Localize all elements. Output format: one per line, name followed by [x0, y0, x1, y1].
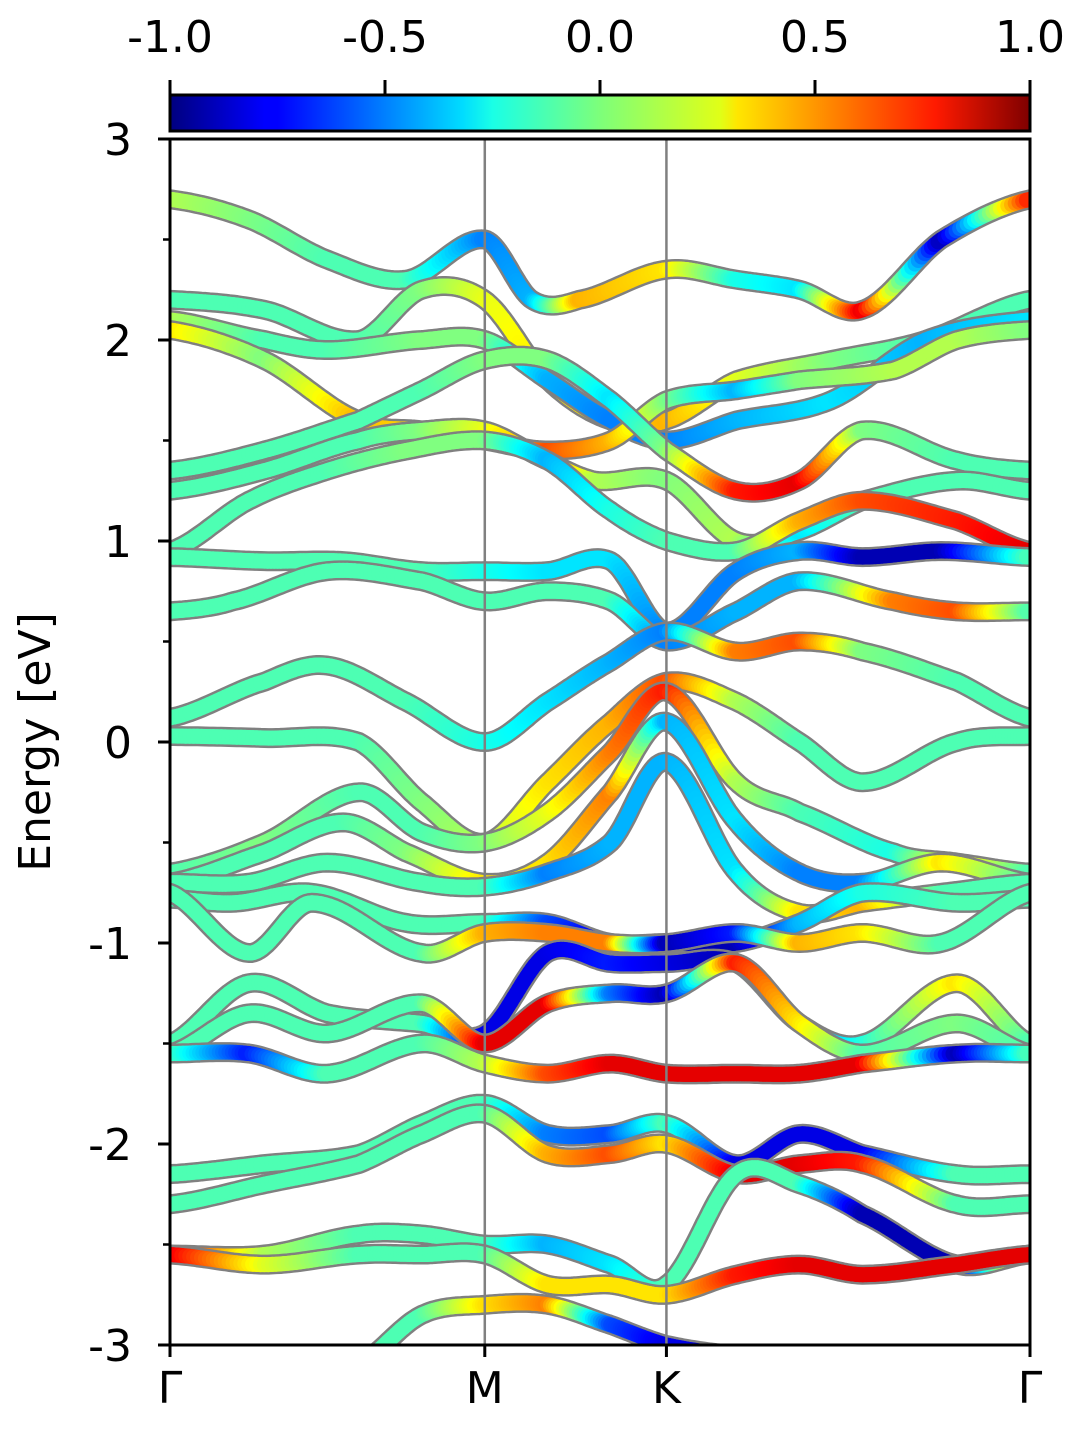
band-lines [170, 189, 1030, 1345]
band-7 [170, 430, 1030, 562]
band-9 [170, 560, 1030, 652]
colorbar: -1.0 -0.5 0.0 0.5 1.0 [127, 12, 1065, 133]
band-8 [170, 540, 1030, 642]
colorbar-tick-label: -1.0 [127, 12, 213, 63]
band-1 [170, 189, 1030, 322]
colorbar-gradient [168, 93, 1032, 133]
colorbar-ticks: -1.0 -0.5 0.0 0.5 1.0 [127, 12, 1065, 95]
colorbar-tick-label: 0.0 [565, 12, 635, 63]
colorbar-tick-label: -0.5 [342, 12, 428, 63]
band-11 [170, 671, 1030, 853]
colorbar-tick-label: 0.5 [780, 12, 850, 63]
colorbar-tick-label: 1.0 [995, 12, 1065, 63]
